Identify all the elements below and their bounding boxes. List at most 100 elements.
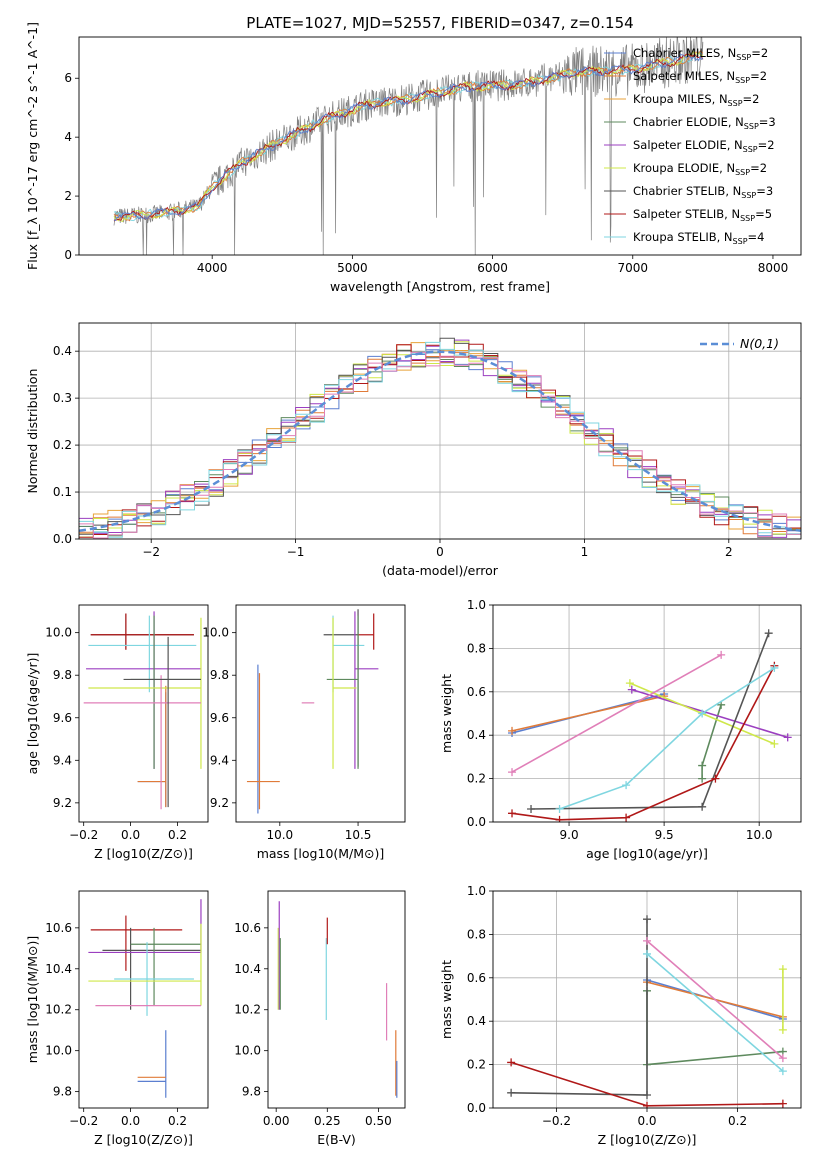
- y-tick-label: 0.2: [467, 1058, 486, 1072]
- weight-marker: [625, 679, 634, 688]
- legend-label: Kroupa MILES, NSSP=2: [633, 92, 759, 108]
- y-tick-label: 0.8: [467, 927, 486, 941]
- weight-marker: [698, 774, 707, 783]
- axes-frame: [235, 604, 406, 823]
- weight-marker: [643, 915, 651, 924]
- legend-label: Salpeter ELODIE, NSSP=2: [633, 138, 775, 154]
- weight-marker: [778, 1025, 787, 1034]
- y-tick-label: 0.1: [53, 485, 72, 499]
- x-tick-label: 10.5: [345, 828, 372, 842]
- y-tick-label: 10.6: [45, 921, 72, 935]
- weight-marker: [643, 949, 651, 958]
- panel-residuals: −2 −1 0 1 2 0.0 0.1 0.2 0.3 0.4 (data-model)/error…: [25, 322, 802, 578]
- plot-area-spectrum: [113, 37, 704, 255]
- y-tick-label: 9.8: [210, 668, 229, 682]
- legend-label: Chabrier STELIB, NSSP=3: [633, 184, 773, 200]
- x-tick-label: 0: [436, 545, 444, 559]
- weight-marker: [643, 1101, 651, 1108]
- x-tick-label: 9.5: [655, 828, 674, 842]
- panel-z-weight: −0.2 0.0 0.2 0.0 0.2 0.4 0.6 0.8 1.0 Z [log10(Z/Z…: [439, 884, 802, 1147]
- weight-marker: [778, 1067, 787, 1076]
- axes-frame: [78, 890, 209, 1109]
- y-tick-label: 4: [64, 130, 72, 144]
- panel-ebv-mass: 0.00 0.25 0.50 9.8 10.0 10.2 10.4 10.6 E(B-V): [234, 890, 406, 1147]
- weight-marker: [643, 1090, 651, 1099]
- y-tick-label: 9.8: [242, 1085, 261, 1099]
- model-line: [113, 51, 704, 223]
- weight-marker: [508, 768, 517, 777]
- y-tick-label: 10.0: [45, 626, 72, 640]
- weight-marker: [508, 726, 517, 735]
- plot-area-ebv-mass: [277, 901, 398, 1098]
- y-tick-label: 0.6: [467, 971, 486, 985]
- weight-line: [511, 654, 722, 773]
- weight-marker: [555, 804, 564, 813]
- weight-marker: [507, 1058, 516, 1067]
- weight-line: [559, 667, 775, 810]
- weight-marker: [508, 809, 517, 818]
- panel-mass-age: 10.0 10.5 9.2 9.4 9.6 9.8 10.0 mass [log10(M/M⊙…: [202, 604, 406, 861]
- x-tick-label: 10.0: [746, 828, 773, 842]
- weight-marker: [622, 781, 631, 790]
- x-tick-label: 0.2: [168, 1114, 187, 1128]
- weight-marker: [507, 1088, 516, 1097]
- y-axis-label: age [log10(age/yr)]: [25, 653, 40, 775]
- plot-area-age-weight: [493, 605, 801, 822]
- x-tick-label: 2: [725, 545, 733, 559]
- y-tick-label: 1.0: [467, 884, 486, 898]
- x-tick-label: 6000: [477, 261, 508, 275]
- weight-line: [646, 953, 784, 1072]
- legend-label: Kroupa STELIB, NSSP=4: [633, 230, 764, 246]
- y-tick-label: 10.2: [234, 1003, 261, 1017]
- x-axis-label: E(B-V): [317, 1132, 356, 1147]
- model-line: [113, 50, 704, 222]
- x-tick-label: −0.2: [69, 828, 98, 842]
- y-tick-label: 0.0: [467, 815, 486, 829]
- legend-label: Chabrier ELODIE, NSSP=3: [633, 115, 776, 131]
- y-tick-label: 10.0: [234, 1044, 261, 1058]
- weight-marker: [778, 965, 787, 974]
- figure-title: PLATE=1027, MJD=52557, FIBERID=0347, z=0…: [246, 14, 633, 32]
- axes-frame: [78, 36, 802, 256]
- legend-label: Kroupa ELODIE, NSSP=2: [633, 161, 767, 177]
- x-tick-label: −0.2: [542, 1114, 571, 1128]
- plot-area-z-age: [83, 611, 202, 810]
- weight-marker: [627, 685, 636, 694]
- x-tick-label: 0.0: [121, 1114, 140, 1128]
- panel-z-mass: −0.2 0.0 0.2 9.8 10.0 10.2 10.4 10.6 Z [log10(Z/…: [25, 890, 209, 1147]
- y-tick-label: 9.2: [53, 796, 72, 810]
- y-axis-label: mass weight: [439, 674, 454, 753]
- y-tick-label: 9.4: [210, 753, 229, 767]
- plot-area-z-weight: [493, 891, 801, 1108]
- model-line: [113, 53, 704, 222]
- y-tick-label: 0.0: [467, 1101, 486, 1115]
- residual-histogram: [79, 351, 801, 539]
- axes-frame: [267, 890, 406, 1109]
- x-axis-label: Z [log10(Z/Z⊙)]: [94, 846, 193, 861]
- x-axis-label: mass [log10(M/M⊙)]: [257, 846, 385, 861]
- y-tick-label: 0.2: [467, 772, 486, 786]
- x-tick-label: 0.2: [728, 1114, 747, 1128]
- y-tick-label: 0.4: [467, 1014, 486, 1028]
- x-tick-label: 0.00: [263, 1114, 290, 1128]
- weight-marker: [770, 739, 779, 748]
- y-tick-label: 9.4: [53, 753, 72, 767]
- weight-marker: [622, 813, 631, 822]
- panel-z-age: −0.2 0.0 0.2 9.2 9.4 9.6 9.8 10.0 Z [log10(Z/Z⊙)…: [25, 604, 209, 861]
- axes-frame: [78, 604, 209, 823]
- weight-marker: [764, 629, 773, 638]
- x-tick-label: 0.2: [168, 828, 187, 842]
- y-tick-label: 0.3: [53, 391, 72, 405]
- weight-marker: [711, 774, 720, 783]
- model-line: [113, 53, 704, 222]
- weight-marker: [778, 1054, 787, 1063]
- y-tick-label: 10.4: [45, 962, 72, 976]
- x-tick-label: 0.0: [637, 1114, 656, 1128]
- y-axis-label: mass weight: [439, 960, 454, 1039]
- y-tick-label: 2: [64, 189, 72, 203]
- x-tick-label: 0.25: [314, 1114, 341, 1128]
- weight-line: [511, 695, 665, 732]
- y-tick-label: 10.0: [202, 626, 229, 640]
- y-tick-label: 0.0: [53, 532, 72, 546]
